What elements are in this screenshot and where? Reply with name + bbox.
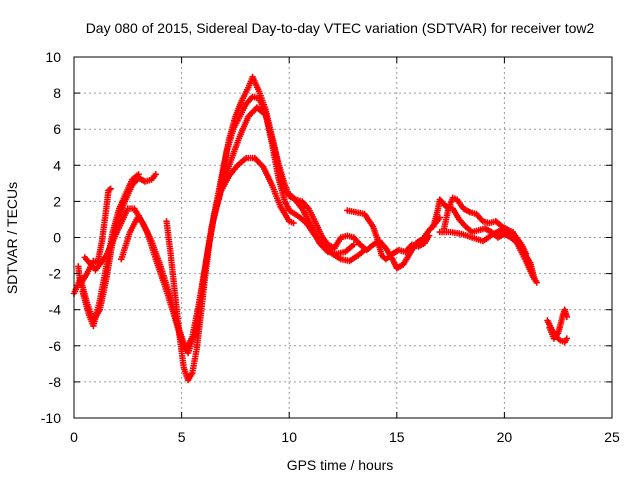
data-series: [70, 73, 570, 384]
x-tick-label: 15: [389, 429, 405, 445]
data-markers: [81, 154, 297, 353]
y-tick-label: -10: [41, 410, 61, 426]
data-markers: [546, 306, 570, 342]
x-tick-label: 5: [178, 429, 186, 445]
x-tick-label: 0: [70, 429, 78, 445]
x-tick-label: 25: [604, 429, 620, 445]
series-track-d: [81, 154, 297, 353]
data-markers: [436, 225, 540, 286]
data-markers: [344, 207, 433, 263]
chart-title: Day 080 of 2015, Sidereal Day-to-day VTE…: [86, 20, 595, 36]
y-tick-label: 4: [53, 157, 61, 173]
y-tick-label: 6: [53, 121, 61, 137]
series-track-f: [163, 73, 443, 384]
series-track-k: [436, 225, 540, 286]
x-tick-label: 10: [281, 429, 297, 445]
y-tick-label: -2: [49, 266, 62, 282]
x-tick-label: 20: [497, 429, 513, 445]
series-track-h: [344, 207, 433, 263]
y-tick-label: 10: [45, 49, 61, 65]
y-axis-title: SDTVAR / TECUs: [4, 182, 20, 294]
y-tick-label: 0: [53, 230, 61, 246]
y-tick-label: 8: [53, 85, 61, 101]
series-track-m: [546, 306, 570, 342]
data-markers: [163, 73, 443, 384]
y-tick-label: -8: [49, 374, 62, 390]
x-tick-labels: 0 5 10 15 20 25: [70, 429, 620, 445]
data-markers: [210, 93, 368, 265]
y-tick-label: -4: [49, 302, 62, 318]
y-tick-label: 2: [53, 193, 61, 209]
y-tick-labels: -10 -8 -6 -4 -2 0 2 4 6 8 10: [41, 49, 61, 426]
y-tick-label: -6: [49, 338, 62, 354]
x-axis-title: GPS time / hours: [287, 457, 394, 473]
series-track-g: [210, 93, 368, 265]
axis-ticks: [73, 56, 613, 419]
